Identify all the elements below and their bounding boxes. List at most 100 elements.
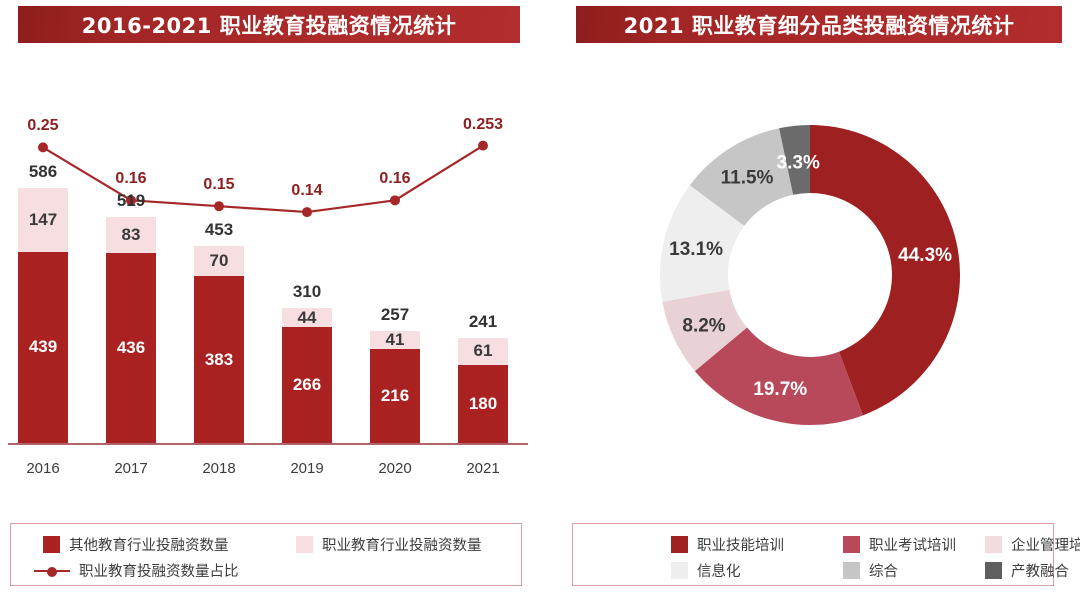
donut-slice[interactable] — [689, 128, 794, 226]
donut-chart: 44.3% 19.7% 8.2% 13.1% 11.5% 3.3% — [540, 60, 1080, 515]
x-axis-line — [8, 443, 528, 445]
line-data-point — [38, 142, 48, 153]
donut-slice-label: 13.1% — [669, 239, 723, 260]
donut-slice[interactable] — [694, 327, 863, 425]
x-axis-label: 2021 — [466, 460, 500, 477]
bar-segment-other: 180 — [458, 364, 508, 443]
x-axis-label: 2017 — [114, 460, 148, 477]
left-panel-title: 2016-2021 职业教育投融资情况统计 — [81, 13, 457, 38]
legend-item[interactable]: 综合 — [843, 560, 898, 581]
legend-color-swatch — [843, 536, 860, 553]
bar-total-label: 453 — [204, 219, 234, 239]
line-point-label: 0.16 — [115, 170, 147, 188]
donut-slice-label: 3.3% — [777, 153, 820, 174]
line-series-path — [42, 144, 484, 214]
legend-item[interactable]: 其他教育行业投融资数量 — [43, 534, 229, 555]
donut-slice-label: 11.5% — [721, 167, 774, 188]
legend-color-swatch — [43, 536, 60, 553]
bar-segment-value: 70 — [209, 250, 229, 270]
bar-group: 216 41 257 — [370, 305, 420, 443]
bar-total-label: 586 — [28, 161, 58, 181]
legend-color-swatch — [296, 536, 313, 553]
x-axis-label: 2020 — [378, 460, 412, 477]
bar-plot-area: 439 147 586 2016 436 83 519 2017 383 70 453 2018 266… — [0, 60, 540, 485]
legend-line-icon — [34, 562, 70, 579]
donut-chart-svg: 44.3% 19.7% 8.2% 13.1% 11.5%3.3% — [660, 125, 960, 425]
legend-item[interactable]: 产教融合 — [985, 560, 1069, 581]
legend-color-swatch — [843, 562, 860, 579]
donut-slice[interactable] — [810, 125, 960, 416]
line-point-label: 0.14 — [291, 182, 323, 200]
bar-total-label: 519 — [116, 190, 146, 210]
legend-item[interactable]: 信息化 — [671, 560, 741, 581]
bar-group: 436 83 519 — [106, 191, 156, 443]
donut-slice-label: 19.7% — [753, 379, 807, 400]
bar-chart: 439 147 586 2016 436 83 519 2017 383 70 453 2018 266… — [0, 60, 540, 515]
bar-segment-other: 436 — [106, 253, 156, 443]
bar-total-label: 257 — [380, 305, 410, 325]
bar-segment-vocational: 61 — [458, 338, 508, 365]
left-panel-title-bar: 2016-2021 职业教育投融资情况统计 — [18, 6, 520, 43]
bar-segment-value: 383 — [204, 349, 234, 369]
legend-color-swatch — [985, 536, 1002, 553]
legend-item-label: 职业教育投融资数量占比 — [79, 564, 239, 580]
legend-color-swatch — [985, 562, 1002, 579]
legend-item[interactable]: 企业管理培训 — [985, 534, 1080, 555]
line-data-point — [390, 195, 400, 206]
legend-item[interactable]: 职业教育投融资数量占比 — [34, 560, 239, 581]
legend-item[interactable]: 职业教育行业投融资数量 — [296, 534, 482, 555]
right-panel-title-bar: 2021 职业教育细分品类投融资情况统计 — [576, 6, 1062, 43]
left-panel: 2016-2021 职业教育投融资情况统计 439 147 586 2016 436 83… — [0, 6, 540, 586]
legend-color-swatch — [671, 536, 688, 553]
bar-segment-vocational: 41 — [370, 330, 420, 349]
line-point-label: 0.253 — [462, 115, 504, 133]
legend-item[interactable]: 职业技能培训 — [671, 534, 784, 555]
legend-item-label: 综合 — [869, 564, 898, 580]
legend-item-label: 职业教育行业投融资数量 — [322, 538, 482, 554]
donut-slice[interactable] — [779, 125, 810, 195]
bar-group: 439 147 586 — [18, 162, 68, 443]
bar-group: 383 70 453 — [194, 220, 244, 443]
donut-slice[interactable] — [662, 289, 748, 372]
bar-segment-value: 44 — [297, 307, 317, 327]
bar-segment-vocational: 70 — [194, 245, 244, 277]
legend-item-label: 其他教育行业投融资数量 — [69, 538, 229, 554]
line-data-point — [214, 201, 224, 212]
bar-segment-value: 83 — [121, 225, 141, 245]
bar-chart-legend: 其他教育行业投融资数量 职业教育行业投融资数量职业教育投融资数量占比 — [10, 523, 522, 586]
legend-item-label: 职业考试培训 — [869, 538, 956, 554]
bar-segment-value: 180 — [468, 393, 498, 413]
legend-item-label: 职业技能培训 — [697, 538, 784, 554]
bar-group: 266 44 310 — [282, 282, 332, 443]
donut-slice[interactable] — [660, 185, 745, 302]
right-panel: 2021 职业教育细分品类投融资情况统计 — [540, 0, 1080, 595]
bar-segment-other: 439 — [18, 251, 68, 443]
line-point-label: 0.16 — [379, 170, 411, 188]
bar-segment-value: 61 — [473, 341, 493, 361]
x-axis-label: 2018 — [202, 460, 236, 477]
bar-segment-value: 439 — [28, 337, 58, 357]
bar-total-label: 310 — [292, 282, 322, 301]
line-point-label: 0.25 — [27, 117, 59, 135]
bar-segment-value: 216 — [380, 385, 410, 405]
bar-segment-value: 147 — [28, 209, 58, 229]
bar-segment-vocational: 44 — [282, 307, 332, 328]
line-point-label: 0.15 — [203, 176, 235, 194]
x-axis-label: 2019 — [290, 460, 324, 477]
legend-item-label: 企业管理培训 — [1011, 538, 1080, 554]
bar-group: 180 61 241 — [458, 312, 508, 443]
line-data-point — [302, 207, 312, 218]
bar-segment-other: 266 — [282, 327, 332, 443]
bar-segment-vocational: 83 — [106, 217, 156, 254]
legend-item-label: 信息化 — [697, 564, 741, 580]
bar-segment-value: 266 — [292, 375, 322, 395]
bar-segment-other: 216 — [370, 348, 420, 443]
donut-slice-label: 44.3% — [898, 245, 952, 266]
legend-color-swatch — [671, 562, 688, 579]
bar-segment-vocational: 147 — [18, 187, 68, 252]
legend-item-label: 产教融合 — [1011, 564, 1069, 580]
bar-segment-other: 383 — [194, 276, 244, 443]
line-data-point — [478, 140, 488, 151]
legend-item[interactable]: 职业考试培训 — [843, 534, 956, 555]
